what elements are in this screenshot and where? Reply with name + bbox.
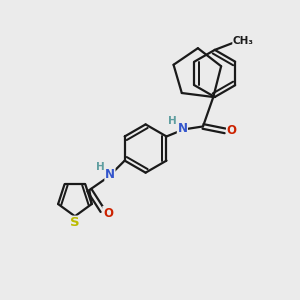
Text: O: O	[226, 124, 237, 137]
Text: N: N	[177, 122, 188, 135]
Text: H: H	[168, 116, 177, 126]
Text: CH₃: CH₃	[233, 36, 254, 46]
Text: O: O	[103, 206, 113, 220]
Text: H: H	[96, 162, 105, 172]
Text: S: S	[70, 216, 80, 229]
Text: N: N	[105, 168, 115, 181]
